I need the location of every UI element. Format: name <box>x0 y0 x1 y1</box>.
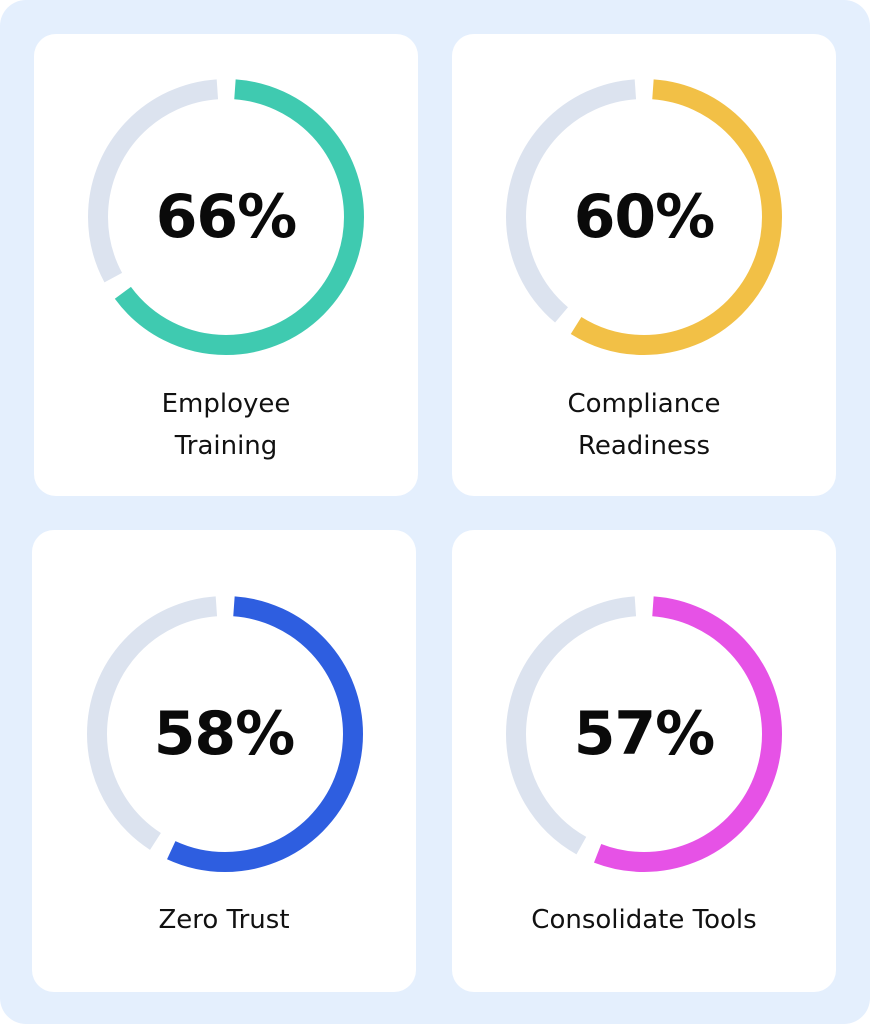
metric-label: Consolidate Tools <box>452 899 836 941</box>
donut-chart <box>506 79 782 355</box>
metric-card-employee-training: 66% Employee Training <box>34 34 418 496</box>
donut-value-arc <box>88 79 364 355</box>
donut-track <box>506 596 782 872</box>
metric-label: Zero Trust <box>32 899 416 941</box>
percentage-value: 58% <box>153 699 296 769</box>
metric-label-line: Readiness <box>577 431 711 461</box>
donut-value-arc <box>87 596 363 872</box>
metric-label: Employee Training <box>34 383 418 467</box>
metric-label-line: Consolidate Tools <box>531 905 757 935</box>
metric-label: Compliance Readiness <box>452 383 836 467</box>
metric-card-compliance-readiness: 60% Compliance Readiness <box>452 34 836 496</box>
donut-chart <box>88 79 364 355</box>
metric-card-zero-trust: 58% Zero Trust <box>32 530 416 992</box>
metric-label-line: Compliance <box>567 389 721 419</box>
metric-card-consolidate-tools: 57% Consolidate Tools <box>452 530 836 992</box>
metric-label-line: Training <box>174 431 278 461</box>
metric-label-line: Zero Trust <box>158 905 290 935</box>
metric-label-line: Employee <box>161 389 291 419</box>
donut-track <box>506 79 782 355</box>
percentage-value: 57% <box>573 699 716 769</box>
donut-value-arc <box>506 596 782 872</box>
percentage-value: 66% <box>155 182 298 252</box>
donut-chart <box>506 596 782 872</box>
donut-track <box>87 596 363 872</box>
percentage-value: 60% <box>573 182 716 252</box>
donut-track <box>88 79 364 355</box>
donut-value-arc <box>506 79 782 355</box>
donut-chart <box>87 596 363 872</box>
